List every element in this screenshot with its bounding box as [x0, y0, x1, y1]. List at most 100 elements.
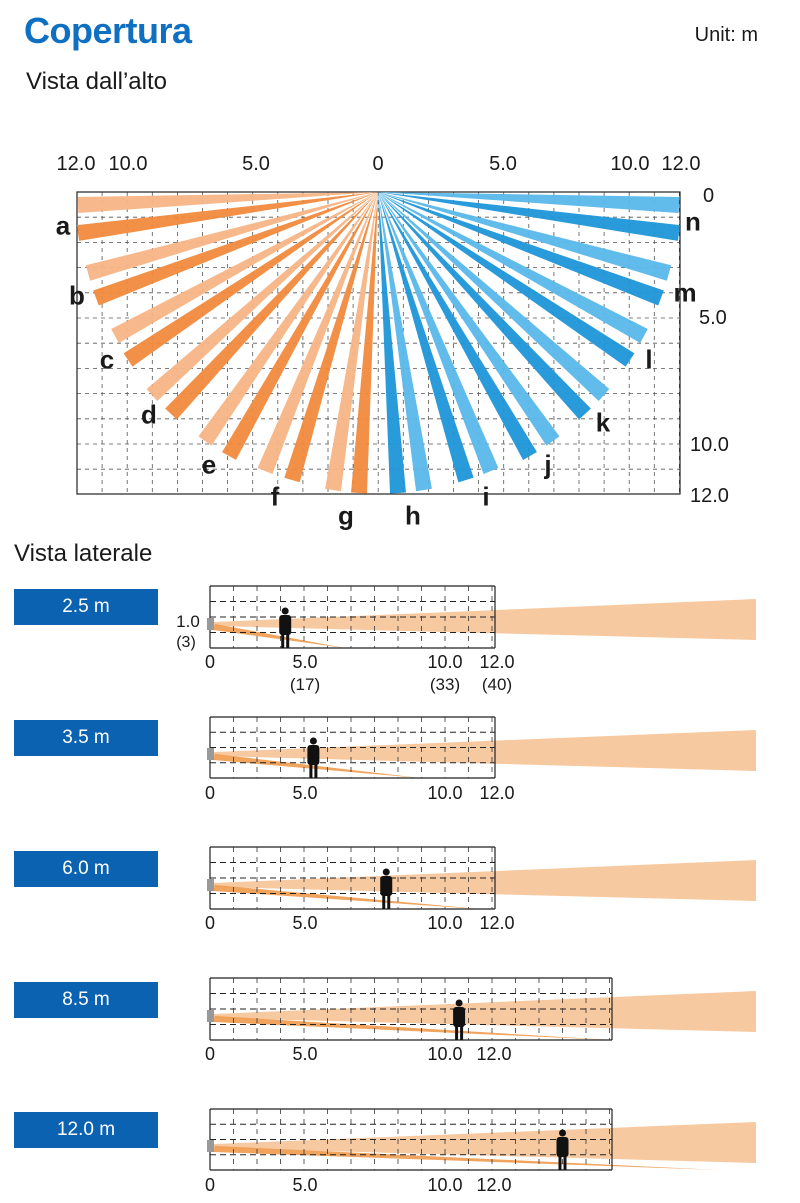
p1-tick-ft-5: (17)	[289, 675, 321, 694]
sensor-icon	[207, 1140, 214, 1152]
side-beam	[214, 730, 756, 771]
zone-beam-g	[325, 192, 378, 492]
sensor-icon	[207, 879, 214, 891]
person-icon	[307, 737, 320, 778]
zone-beam-b	[93, 192, 379, 306]
top-view-diagram	[76, 191, 681, 495]
side-panel-5	[207, 1108, 756, 1171]
right-scale-10: 10.0	[690, 434, 729, 456]
top-scale-0: 0	[372, 153, 384, 175]
height-badge-3-5: 3.5 m	[14, 720, 158, 756]
beam-group	[76, 192, 681, 494]
person-icon	[556, 1129, 569, 1170]
p2-tick-0: 0	[204, 783, 216, 803]
right-scale-12: 12.0	[690, 485, 729, 507]
zone-label-m: m	[673, 277, 697, 308]
zone-beam-b	[85, 192, 378, 281]
p3-tick-10: 10.0	[427, 913, 463, 933]
height-badge-2-5: 2.5 m	[14, 589, 158, 625]
side-panel-4	[207, 977, 756, 1041]
ground-beam	[213, 1016, 612, 1040]
height-label-ft: (3)	[176, 634, 196, 651]
p1-tick-12: 12.0	[479, 652, 515, 672]
side-view-title: Vista laterale	[14, 540, 153, 567]
zone-label-f: f	[270, 481, 280, 512]
zone-beam-m	[378, 192, 664, 306]
top-scale-5-left: 5.0	[242, 153, 270, 175]
side-panel-3	[207, 846, 756, 910]
zone-label-k: k	[595, 407, 611, 438]
p2-tick-10: 10.0	[427, 783, 463, 803]
zone-beam-h	[378, 192, 432, 492]
height-badge-6-0: 6.0 m	[14, 851, 158, 887]
p2-tick-12: 12.0	[479, 783, 515, 803]
sensor-icon	[207, 1010, 214, 1022]
ground-beam	[213, 624, 345, 648]
p3-tick-0: 0	[204, 913, 216, 933]
zone-label-c: c	[99, 344, 115, 375]
zone-label-e: e	[201, 449, 217, 480]
top-scale-10-left: 10.0	[108, 153, 148, 175]
side-panel-2	[207, 716, 756, 779]
p5-tick-0: 0	[204, 1175, 216, 1195]
page-title: Copertura	[24, 10, 192, 51]
zone-beam-j	[378, 192, 560, 446]
side-beam	[214, 599, 756, 640]
zone-beam-j	[378, 192, 537, 460]
p5-tick-5: 5.0	[292, 1175, 318, 1195]
zone-label-b: b	[69, 280, 85, 311]
right-scale-0: 0	[703, 185, 715, 207]
height-badge-8-5: 8.5 m	[14, 982, 158, 1018]
ground-beam	[213, 885, 480, 909]
zone-beam-c	[111, 192, 379, 344]
zone-label-j: j	[544, 449, 552, 480]
zone-beam-m	[378, 192, 672, 281]
zone-label-d: d	[141, 399, 157, 430]
p1-tick-0: 0	[204, 652, 216, 672]
zone-label-n: n	[685, 206, 701, 237]
side-beam	[214, 860, 756, 901]
zone-beam-n	[378, 192, 681, 241]
zone-beam-h	[378, 192, 406, 494]
unit-label: Unit: m	[694, 24, 758, 46]
zone-beam-d	[165, 192, 378, 420]
height-label: 1.0	[176, 612, 200, 631]
zone-beam-i	[378, 192, 474, 483]
zone-beam-n	[378, 192, 680, 213]
zone-label-a: a	[55, 210, 71, 241]
sensor-icon	[207, 618, 214, 630]
p4-tick-12: 12.0	[476, 1044, 512, 1064]
zone-beam-k	[378, 192, 591, 420]
zone-beam-f	[257, 192, 378, 475]
person-icon	[380, 868, 393, 909]
person-icon	[453, 999, 466, 1040]
p4-tick-5: 5.0	[292, 1044, 318, 1064]
p1-tick-ft-12: (40)	[481, 675, 513, 694]
zone-beam-i	[378, 192, 499, 475]
zone-beam-a	[77, 192, 378, 213]
zone-beam-l	[378, 192, 635, 367]
zone-label-h: h	[405, 500, 421, 531]
p3-tick-12: 12.0	[479, 913, 515, 933]
zone-beam-f	[284, 192, 378, 483]
zone-beam-c	[123, 192, 379, 367]
zone-beam-l	[378, 192, 648, 344]
top-frame	[76, 191, 681, 495]
p5-tick-10: 10.0	[427, 1175, 463, 1195]
right-scale-5: 5.0	[699, 307, 727, 329]
zone-beam-g	[351, 192, 378, 494]
zone-beam-e	[198, 192, 378, 446]
p3-tick-5: 5.0	[292, 913, 318, 933]
zone-beam-k	[378, 192, 610, 401]
person-icon	[279, 607, 292, 648]
zone-beam-a	[76, 192, 378, 241]
zone-label-l: l	[645, 344, 653, 375]
p4-tick-10: 10.0	[427, 1044, 463, 1064]
p2-tick-5: 5.0	[292, 783, 318, 803]
p1-tick-10: 10.0	[427, 652, 463, 672]
zone-label-g: g	[338, 500, 354, 531]
side-beam	[214, 1122, 756, 1163]
ground-beam	[213, 1146, 720, 1170]
p4-tick-0: 0	[204, 1044, 216, 1064]
